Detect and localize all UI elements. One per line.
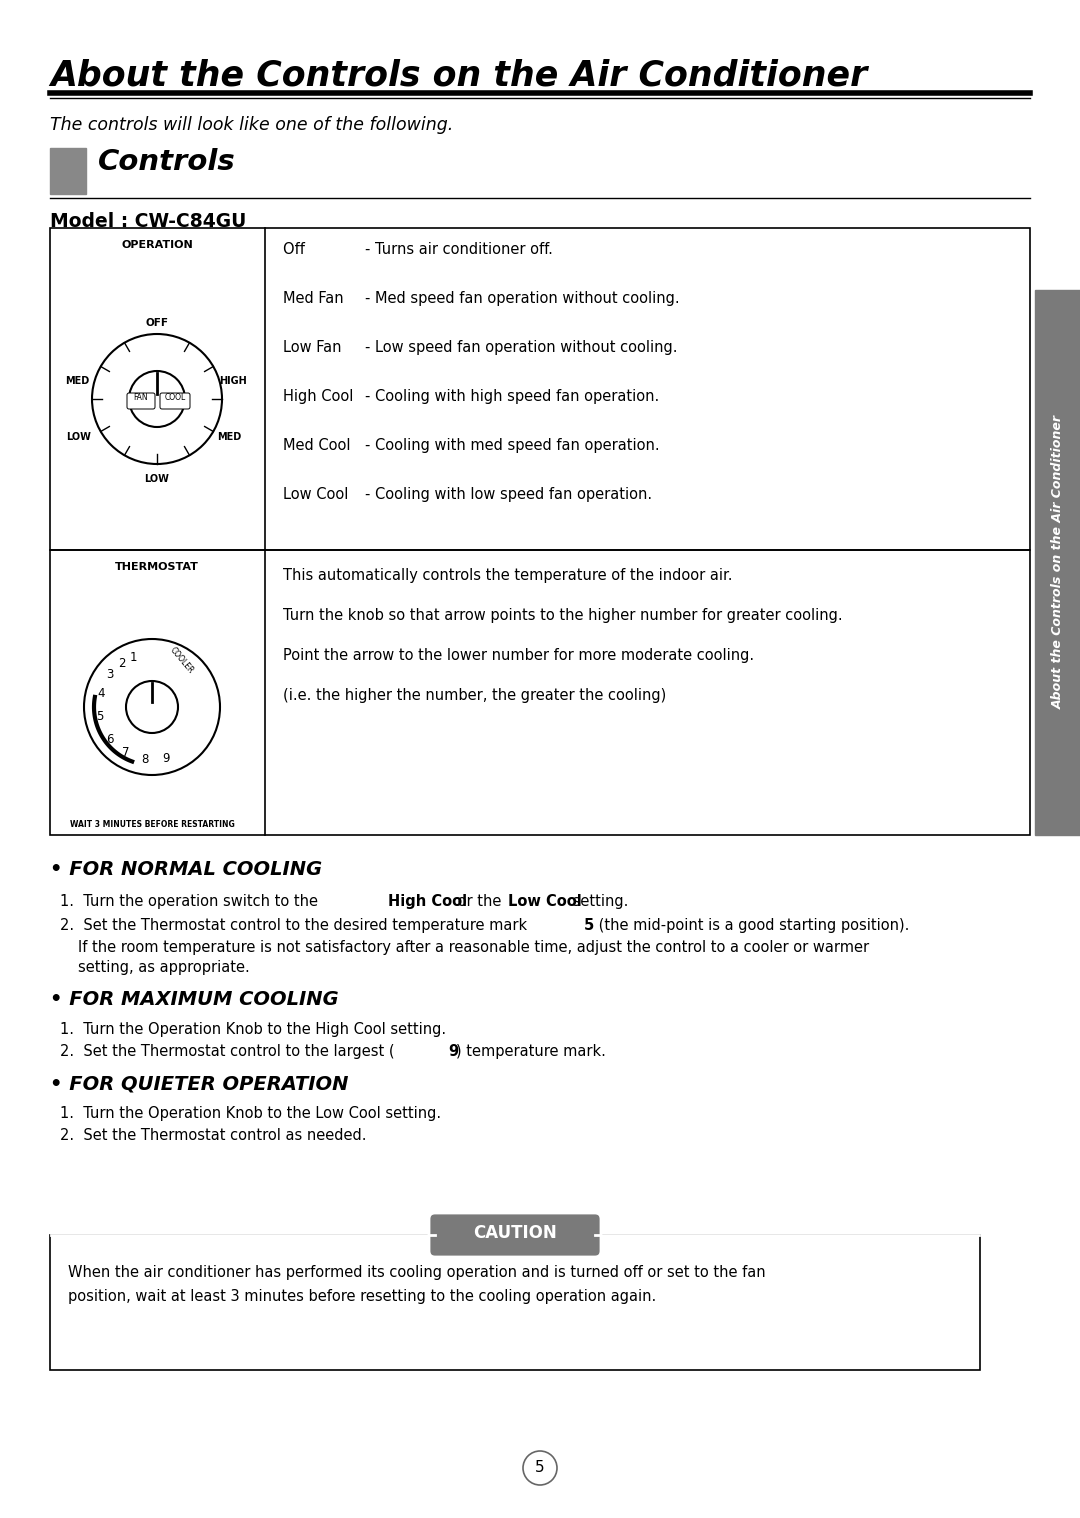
Text: • FOR MAXIMUM COOLING: • FOR MAXIMUM COOLING <box>50 990 339 1009</box>
Text: Low Fan: Low Fan <box>283 340 341 355</box>
Text: High Cool: High Cool <box>283 389 353 404</box>
Text: setting, as appropriate.: setting, as appropriate. <box>78 959 249 975</box>
Circle shape <box>84 639 220 776</box>
Text: MED: MED <box>217 433 241 442</box>
Text: 1.  Turn the operation switch to the: 1. Turn the operation switch to the <box>60 894 323 909</box>
Text: 2.  Set the Thermostat control to the desired temperature mark: 2. Set the Thermostat control to the des… <box>60 918 531 934</box>
Text: OFF: OFF <box>146 317 168 328</box>
Circle shape <box>523 1451 557 1485</box>
Text: 5: 5 <box>536 1460 544 1475</box>
Text: 9: 9 <box>162 751 170 765</box>
Text: Off: Off <box>283 241 342 257</box>
Text: 6: 6 <box>107 733 114 747</box>
Text: High Cool: High Cool <box>388 894 468 909</box>
Text: - Cooling with low speed fan operation.: - Cooling with low speed fan operation. <box>365 487 652 502</box>
Bar <box>50 147 86 194</box>
FancyBboxPatch shape <box>127 393 156 408</box>
Text: COOLER: COOLER <box>168 645 195 676</box>
Text: Model : CW-C84GU: Model : CW-C84GU <box>50 213 246 231</box>
Text: 2.  Set the Thermostat control as needed.: 2. Set the Thermostat control as needed. <box>60 1128 366 1143</box>
Text: - Cooling with high speed fan operation.: - Cooling with high speed fan operation. <box>365 389 659 404</box>
Text: • FOR QUIETER OPERATION: • FOR QUIETER OPERATION <box>50 1075 349 1093</box>
Bar <box>50 228 1030 550</box>
Text: Low Cool: Low Cool <box>508 894 582 909</box>
Text: 2.  Set the Thermostat control to the largest (: 2. Set the Thermostat control to the lar… <box>60 1044 394 1060</box>
Text: setting.: setting. <box>568 894 629 909</box>
Text: Point the arrow to the lower number for more moderate cooling.: Point the arrow to the lower number for … <box>283 648 754 663</box>
Text: - Turns air conditioner off.: - Turns air conditioner off. <box>365 241 553 257</box>
Text: 5: 5 <box>96 710 104 723</box>
Text: Med Cool: Med Cool <box>283 439 351 452</box>
Bar <box>50 1236 980 1371</box>
Text: Turn the knob so that arrow points to the higher number for greater cooling.: Turn the knob so that arrow points to th… <box>283 609 842 622</box>
Text: - Low speed fan operation without cooling.: - Low speed fan operation without coolin… <box>365 340 677 355</box>
Text: THERMOSTAT: THERMOSTAT <box>116 562 199 572</box>
Text: 1.  Turn the Operation Knob to the High Cool setting.: 1. Turn the Operation Knob to the High C… <box>60 1022 446 1037</box>
Text: COOL: COOL <box>164 393 186 401</box>
Text: - Med speed fan operation without cooling.: - Med speed fan operation without coolin… <box>365 291 679 307</box>
Text: 7: 7 <box>122 747 130 759</box>
Bar <box>50 550 1030 835</box>
Bar <box>1035 290 1080 835</box>
Circle shape <box>92 334 222 465</box>
Text: About the Controls on the Air Conditioner: About the Controls on the Air Conditione… <box>1052 414 1065 709</box>
Text: 1: 1 <box>130 651 137 663</box>
Text: When the air conditioner has performed its cooling operation and is turned off o: When the air conditioner has performed i… <box>68 1264 766 1280</box>
Text: HIGH: HIGH <box>219 376 247 386</box>
Text: MED: MED <box>65 376 90 386</box>
Text: WAIT 3 MINUTES BEFORE RESTARTING: WAIT 3 MINUTES BEFORE RESTARTING <box>69 820 234 829</box>
Text: (i.e. the higher the number, the greater the cooling): (i.e. the higher the number, the greater… <box>283 688 666 703</box>
Text: position, wait at least 3 minutes before resetting to the cooling operation agai: position, wait at least 3 minutes before… <box>68 1289 657 1304</box>
Text: FAN: FAN <box>134 393 148 401</box>
Text: LOW: LOW <box>67 433 92 442</box>
Text: This automatically controls the temperature of the indoor air.: This automatically controls the temperat… <box>283 568 732 583</box>
Text: 5: 5 <box>584 918 594 934</box>
Text: LOW: LOW <box>145 474 170 484</box>
Text: If the room temperature is not satisfactory after a reasonable time, adjust the : If the room temperature is not satisfact… <box>78 940 869 955</box>
FancyBboxPatch shape <box>429 1213 600 1257</box>
Text: 4: 4 <box>97 686 105 700</box>
Circle shape <box>126 682 178 733</box>
Text: About the Controls on the Air Conditioner: About the Controls on the Air Conditione… <box>50 58 867 93</box>
Text: CAUTION: CAUTION <box>473 1224 557 1242</box>
Text: OPERATION: OPERATION <box>121 240 193 250</box>
Text: 8: 8 <box>140 753 148 767</box>
Text: (the mid-point is a good starting position).: (the mid-point is a good starting positi… <box>594 918 909 934</box>
Circle shape <box>129 370 185 427</box>
Text: 2: 2 <box>118 657 125 669</box>
Text: Med Fan: Med Fan <box>283 291 343 307</box>
Text: The controls will look like one of the following.: The controls will look like one of the f… <box>50 115 454 134</box>
Text: ) temperature mark.: ) temperature mark. <box>456 1044 606 1060</box>
Text: 9: 9 <box>448 1044 458 1060</box>
Text: • FOR NORMAL COOLING: • FOR NORMAL COOLING <box>50 861 322 879</box>
Text: 3: 3 <box>107 668 113 682</box>
Text: or the: or the <box>453 894 507 909</box>
Text: 1.  Turn the Operation Knob to the Low Cool setting.: 1. Turn the Operation Knob to the Low Co… <box>60 1107 441 1120</box>
Text: - Cooling with med speed fan operation.: - Cooling with med speed fan operation. <box>365 439 660 452</box>
FancyBboxPatch shape <box>160 393 190 408</box>
Text: Low Cool: Low Cool <box>283 487 353 502</box>
Text: Controls: Controls <box>98 147 235 176</box>
